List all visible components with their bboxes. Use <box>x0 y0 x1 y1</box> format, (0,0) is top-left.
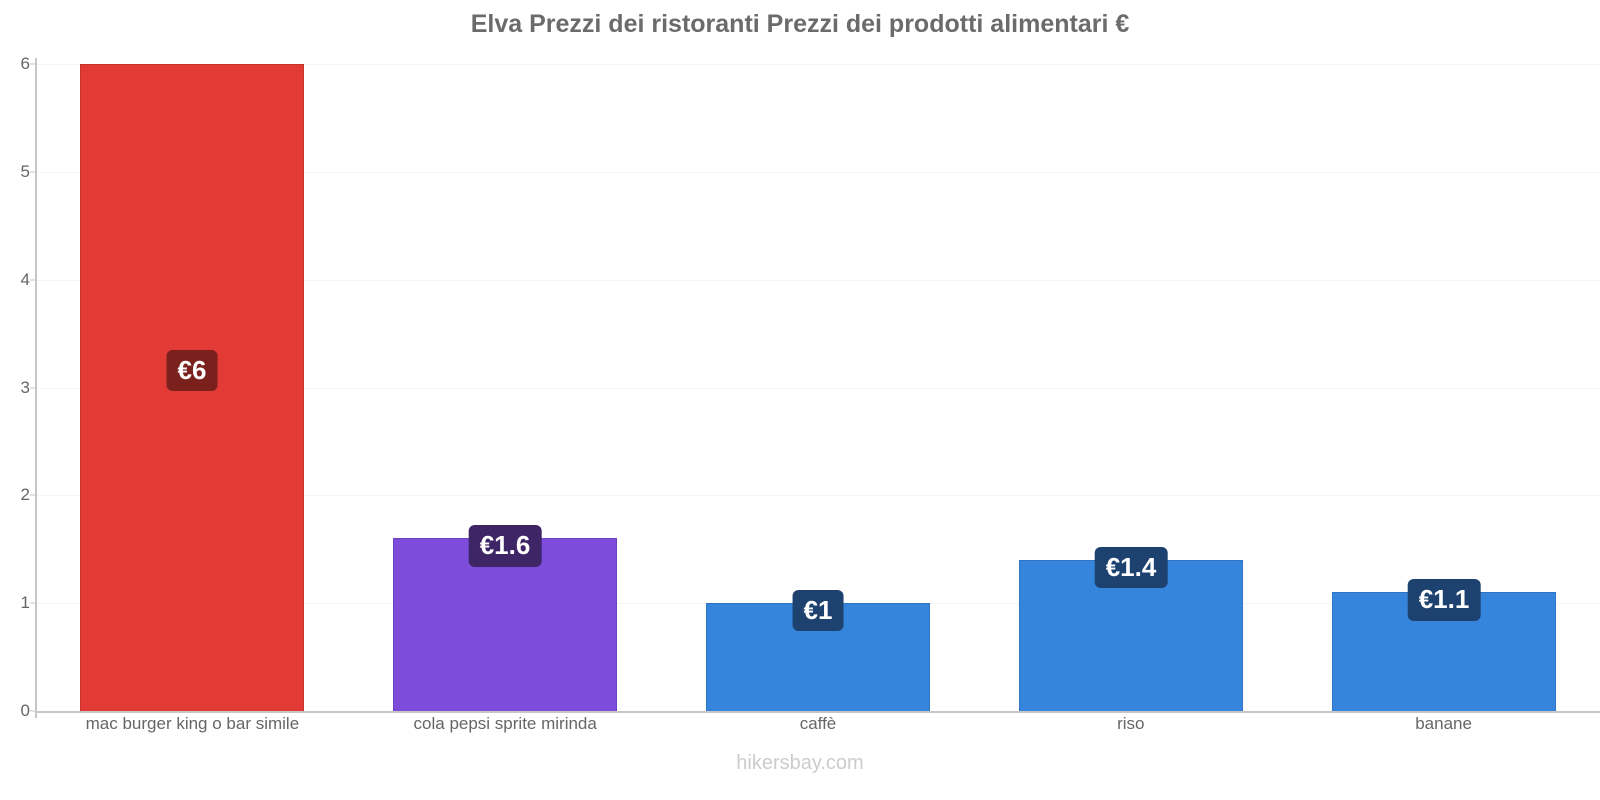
bar-value-label: €1.1 <box>1407 579 1481 621</box>
bar-value-label: €1.6 <box>468 525 542 567</box>
bar[interactable]: €1 <box>706 590 930 711</box>
y-axis-tick-label: 0 <box>20 701 30 720</box>
x-axis-category-label: mac burger king o bar simile <box>85 714 300 733</box>
y-axis-tick-label: 5 <box>20 161 30 181</box>
bar-value-label: €1.4 <box>1094 547 1168 589</box>
gridline <box>36 279 1600 281</box>
x-axis-line <box>35 711 1600 713</box>
bar[interactable]: €1.1 <box>1332 579 1556 711</box>
gridline <box>36 171 1600 173</box>
y-axis-tick-mark <box>30 171 37 173</box>
x-axis-category-label: banane <box>1415 714 1472 733</box>
y-axis-tick-mark <box>30 279 37 281</box>
bar-value-label: €1 <box>792 590 844 632</box>
bar[interactable]: €1.6 <box>393 525 617 711</box>
gridline <box>36 495 1600 497</box>
chart-title: Elva Prezzi dei ristoranti Prezzi dei pr… <box>470 10 1130 38</box>
y-axis-tick-mark <box>30 494 37 496</box>
x-axis-category-label: riso <box>1117 714 1145 733</box>
y-axis-tick-mark <box>30 602 37 604</box>
y-axis-line <box>35 58 37 718</box>
y-axis-tick-label: 2 <box>20 485 30 505</box>
y-axis-tick-mark <box>30 387 37 388</box>
bar[interactable]: €1.4 <box>1019 547 1243 711</box>
y-axis-tick-label: 3 <box>20 377 30 397</box>
y-axis-tick-label: 6 <box>20 54 30 73</box>
y-axis-tick-mark <box>30 63 37 65</box>
y-axis-tick-mark <box>30 710 37 712</box>
y-axis-tick-label: 1 <box>20 593 30 613</box>
source-credit: hikersbay.com <box>736 752 864 774</box>
bar-value-label: €6 <box>166 349 218 391</box>
x-axis-category-label: caffè <box>799 714 837 733</box>
gridline <box>36 387 1600 389</box>
y-axis-tick-label: 4 <box>20 269 30 289</box>
x-axis-category-label: cola pepsi sprite mirinda <box>413 714 597 733</box>
gridline <box>36 64 1600 65</box>
bar[interactable]: €6 <box>80 64 304 711</box>
